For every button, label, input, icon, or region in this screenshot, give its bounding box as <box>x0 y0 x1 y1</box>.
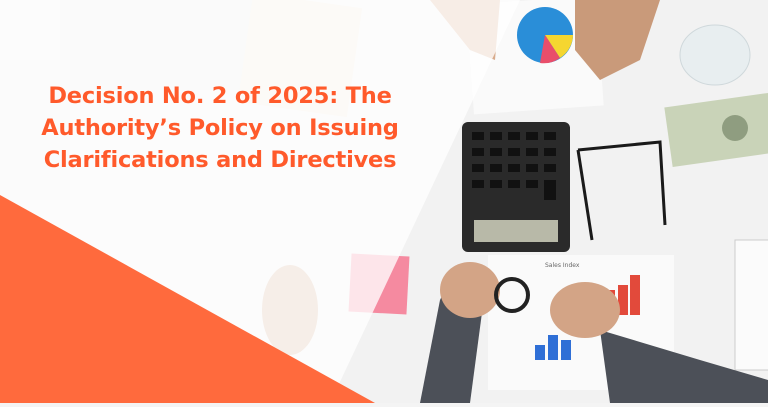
title-line: Clarifications and Directives <box>43 147 397 173</box>
hand-top-right <box>575 0 660 80</box>
notebook <box>734 239 768 371</box>
eyeglasses <box>576 140 667 241</box>
orange-triangle <box>0 195 375 403</box>
title-line: Decision No. 2 of 2025: The <box>48 83 392 109</box>
magnifying-glass <box>494 277 530 313</box>
glass <box>679 24 751 86</box>
right-hand <box>550 282 620 338</box>
calculator <box>462 122 570 252</box>
left-hand <box>440 262 500 318</box>
right-arm <box>600 330 768 403</box>
chart-paper-heading: Sales Index <box>545 262 580 269</box>
title-line: Authority’s Policy on Issuing <box>41 115 399 141</box>
banner-title: Decision No. 2 of 2025: The Authority’s … <box>0 80 440 176</box>
money-stack <box>664 92 768 167</box>
